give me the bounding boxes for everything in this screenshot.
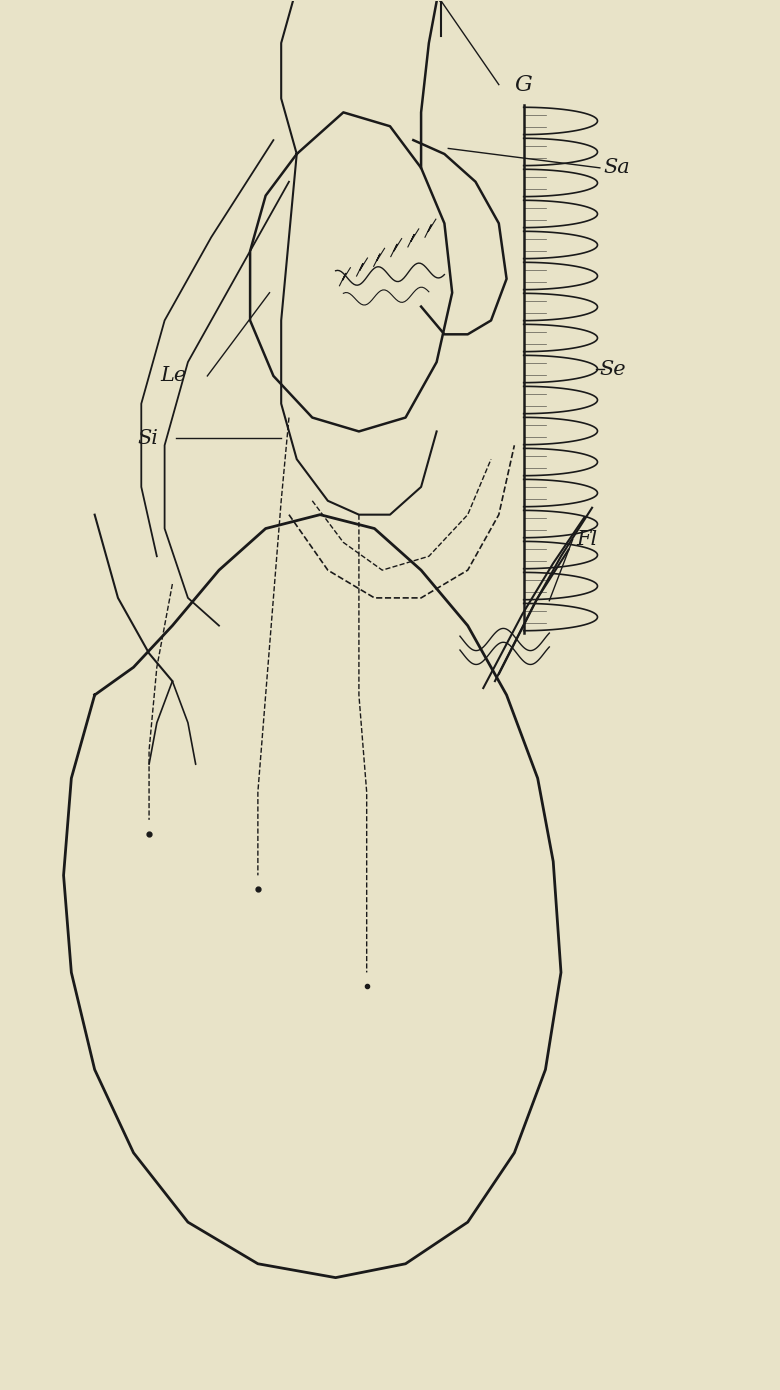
Text: Si: Si: [137, 430, 158, 448]
Text: G: G: [514, 74, 532, 96]
Text: Fl: Fl: [576, 530, 597, 549]
Text: Le: Le: [161, 367, 187, 385]
Text: Sa: Sa: [604, 158, 630, 178]
Text: Se: Se: [600, 360, 626, 378]
